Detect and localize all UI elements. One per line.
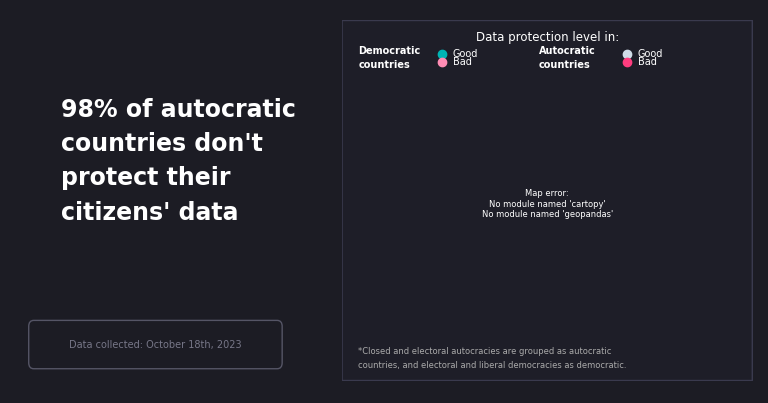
Text: Map error:
No module named 'cartopy'
No module named 'geopandas': Map error: No module named 'cartopy' No … — [482, 189, 613, 219]
Text: Data protection level in:: Data protection level in: — [475, 31, 619, 44]
Text: Good: Good — [637, 49, 663, 59]
Text: Democratic
countries: Democratic countries — [358, 46, 420, 70]
Text: Autocratic
countries: Autocratic countries — [539, 46, 596, 70]
Text: Bad: Bad — [637, 57, 657, 67]
Text: *Closed and electoral autocracies are grouped as autocratic
countries, and elect: *Closed and electoral autocracies are gr… — [358, 347, 627, 370]
FancyBboxPatch shape — [342, 20, 753, 381]
Text: Good: Good — [452, 49, 478, 59]
Text: Data collected: October 18th, 2023: Data collected: October 18th, 2023 — [69, 340, 242, 349]
Text: 98% of autocratic
countries don't
protect their
citizens' data: 98% of autocratic countries don't protec… — [61, 98, 296, 225]
Text: Bad: Bad — [452, 57, 472, 67]
